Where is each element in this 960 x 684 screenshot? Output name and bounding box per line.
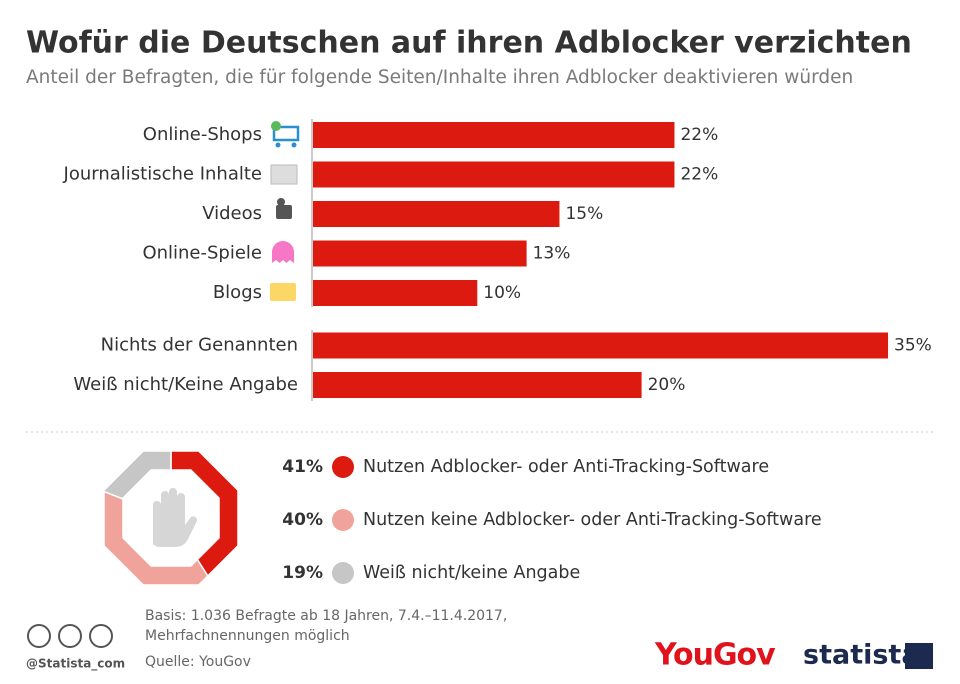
icons bbox=[270, 121, 300, 301]
category-label: Nichts der Genannten bbox=[101, 335, 298, 356]
hand-icon bbox=[153, 488, 198, 547]
legend-value: 19% bbox=[282, 563, 323, 583]
subtitle: Anteil der Befragten, die für folgende S… bbox=[26, 67, 853, 88]
value-label: 35% bbox=[894, 336, 932, 356]
category-label: Blogs bbox=[213, 282, 262, 303]
publisher-mark bbox=[905, 643, 933, 669]
legend-swatch bbox=[332, 562, 354, 584]
legend-swatch bbox=[332, 456, 354, 478]
cc-icon bbox=[89, 624, 113, 648]
legend-value: 40% bbox=[282, 510, 323, 530]
value-label: 22% bbox=[680, 165, 718, 185]
value-label: 20% bbox=[648, 375, 686, 395]
bar bbox=[313, 240, 527, 267]
cc-icon bbox=[27, 624, 51, 648]
title: Wofür die Deutschen auf ihren Adblocker … bbox=[26, 26, 912, 61]
note: Basis: 1.036 Befragte ab 18 Jahren, 7.4.… bbox=[145, 608, 507, 624]
handle: @Statista_com bbox=[26, 657, 125, 672]
cc-icon bbox=[58, 624, 82, 648]
bar bbox=[313, 372, 642, 398]
bar bbox=[313, 201, 560, 227]
legend-value: 41% bbox=[282, 457, 323, 477]
category-label: Videos bbox=[202, 203, 262, 224]
category-label: Weiß nicht/Keine Angabe bbox=[73, 374, 298, 395]
note: Mehrfachnennungen möglich bbox=[145, 628, 350, 644]
source: Quelle: YouGov bbox=[145, 654, 251, 670]
category-label: Journalistische Inhalte bbox=[63, 164, 262, 185]
value-label: 13% bbox=[533, 244, 571, 264]
icon-news bbox=[270, 164, 298, 185]
publisher-logo: statista bbox=[803, 640, 920, 671]
value-label: 10% bbox=[483, 283, 521, 303]
category-label: Online-Shops bbox=[143, 124, 262, 145]
icon-cart bbox=[271, 121, 281, 131]
bar bbox=[313, 332, 889, 359]
legend-swatch bbox=[332, 509, 354, 531]
brand-logo: YouGov bbox=[654, 638, 776, 673]
icon-camera bbox=[277, 198, 285, 206]
icon-cart bbox=[275, 142, 281, 148]
legend-label: Nutzen keine Adblocker- oder Anti-Tracki… bbox=[363, 510, 822, 530]
bar bbox=[313, 161, 675, 188]
icon-cart bbox=[291, 142, 297, 148]
icon-blog bbox=[270, 283, 296, 301]
pie-segment bbox=[103, 450, 172, 501]
bar bbox=[313, 122, 675, 148]
legend-label: Nutzen Adblocker- oder Anti-Tracking-Sof… bbox=[363, 457, 769, 477]
legend-label: Weiß nicht/keine Angabe bbox=[363, 563, 580, 583]
icon-ghost bbox=[272, 241, 294, 263]
value-label: 22% bbox=[680, 125, 718, 145]
bar bbox=[313, 280, 478, 306]
icon-camera bbox=[276, 205, 292, 219]
cc-icons bbox=[27, 624, 113, 648]
value-label: 15% bbox=[565, 204, 603, 224]
category-label: Online-Spiele bbox=[142, 243, 262, 264]
icon-cart bbox=[272, 125, 300, 142]
